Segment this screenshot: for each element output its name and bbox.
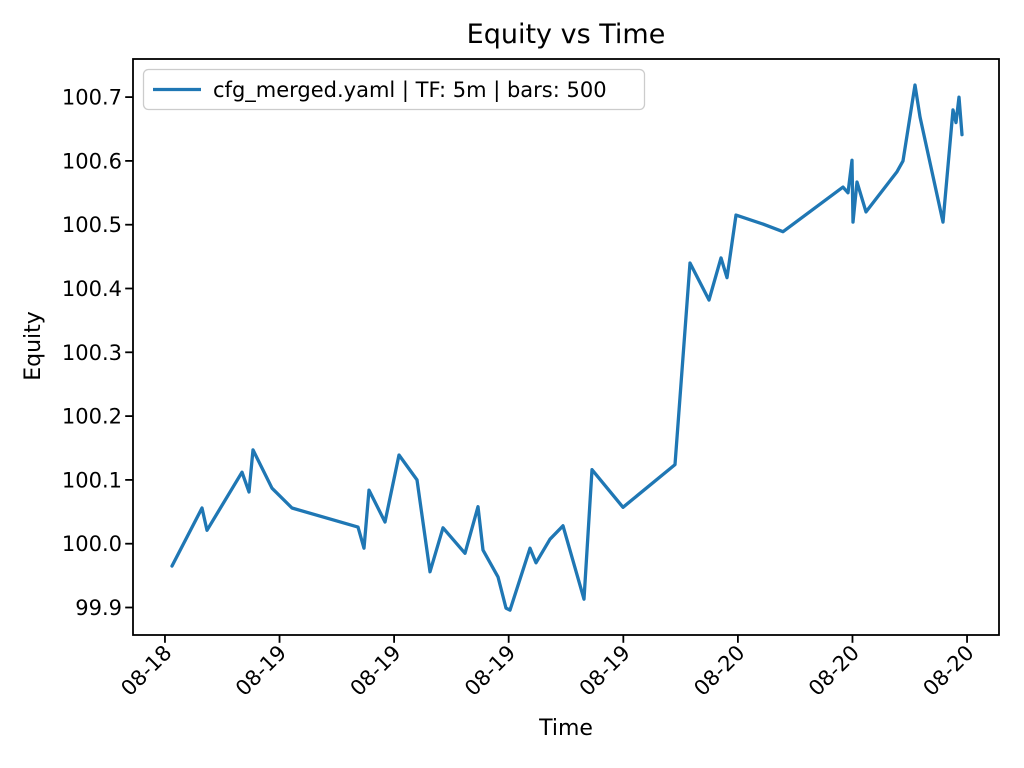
y-tick-label: 100.5 [62,213,122,237]
y-axis-ticks: 99.9 100.0 100.1 100.2 100.3 100.4 100.5 100.6 1… [62,86,133,620]
y-tick-label: 100.0 [62,532,122,556]
legend: cfg_merged.yaml | TF: 5m | bars: 500 [142,68,646,111]
y-tick-label: 100.7 [62,86,122,110]
chart-title: Equity vs Time [467,19,666,50]
y-tick-label: 99.9 [75,596,122,620]
y-axis-label: Equity [21,311,46,381]
y-tick-label: 100.6 [62,149,122,173]
y-tick-label: 100.2 [62,405,122,429]
legend-label: cfg_merged.yaml | TF: 5m | bars: 500 [213,78,607,103]
plot-area [132,58,1000,636]
legend-box [142,68,646,111]
y-tick-label: 100.3 [62,341,122,365]
equity-line-series [170,83,964,612]
x-axis-label: Time [538,716,593,741]
y-tick-label: 100.1 [62,468,122,492]
y-tick-label: 100.4 [62,277,122,301]
